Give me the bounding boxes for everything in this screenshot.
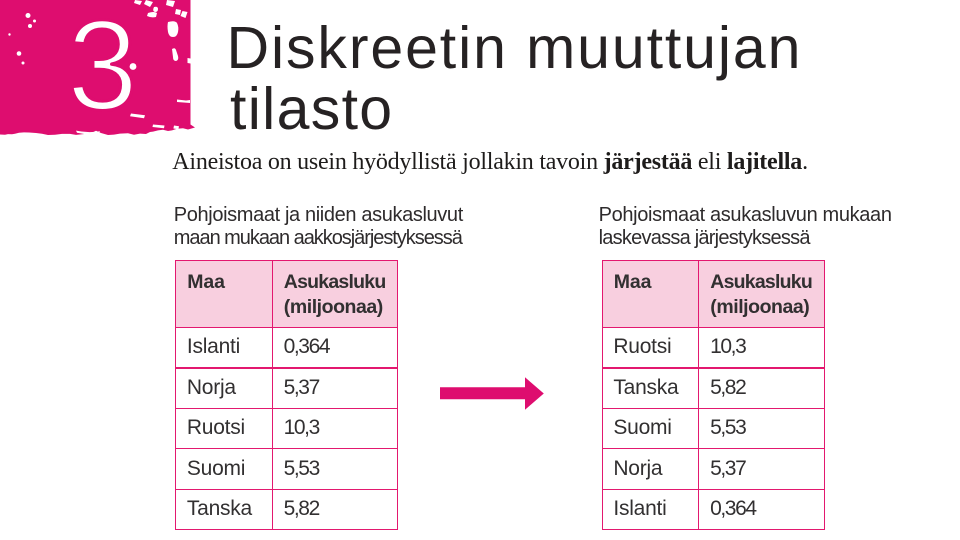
svg-text:3: 3 xyxy=(67,0,137,137)
